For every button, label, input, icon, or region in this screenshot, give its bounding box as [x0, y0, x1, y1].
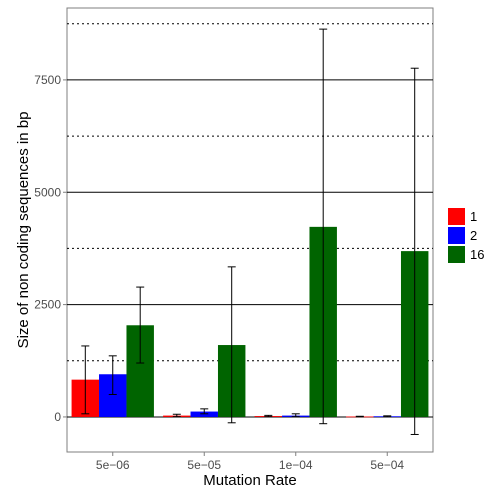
- major-gridlines: [63, 79, 433, 418]
- legend-label: 2: [470, 228, 477, 243]
- x-tick-label: 1e−04: [279, 458, 313, 472]
- legend-swatch: [448, 227, 465, 244]
- x-tick-label: 5e−04: [370, 458, 404, 472]
- x-tick-label: 5e−06: [96, 458, 130, 472]
- x-axis-title: Mutation Rate: [203, 472, 296, 489]
- legend-swatch: [448, 246, 465, 263]
- y-tick-label: 0: [54, 410, 61, 424]
- y-tick-labels: 0 2500 5000 7500: [34, 73, 61, 424]
- legend: 1 2 16: [448, 208, 484, 263]
- error-bars: [81, 28, 419, 435]
- legend-label: 16: [470, 247, 484, 262]
- y-axis-title: Size of non coding sequences in bp: [15, 112, 32, 349]
- y-tick-label: 2500: [34, 298, 61, 312]
- legend-label: 1: [470, 209, 477, 224]
- x-tick-label: 5e−05: [187, 458, 221, 472]
- legend-swatch: [448, 208, 465, 225]
- y-tick-label: 5000: [34, 185, 61, 199]
- y-tick-label: 7500: [34, 73, 61, 87]
- x-tick-labels: 5e−06 5e−05 1e−04 5e−04: [96, 452, 404, 472]
